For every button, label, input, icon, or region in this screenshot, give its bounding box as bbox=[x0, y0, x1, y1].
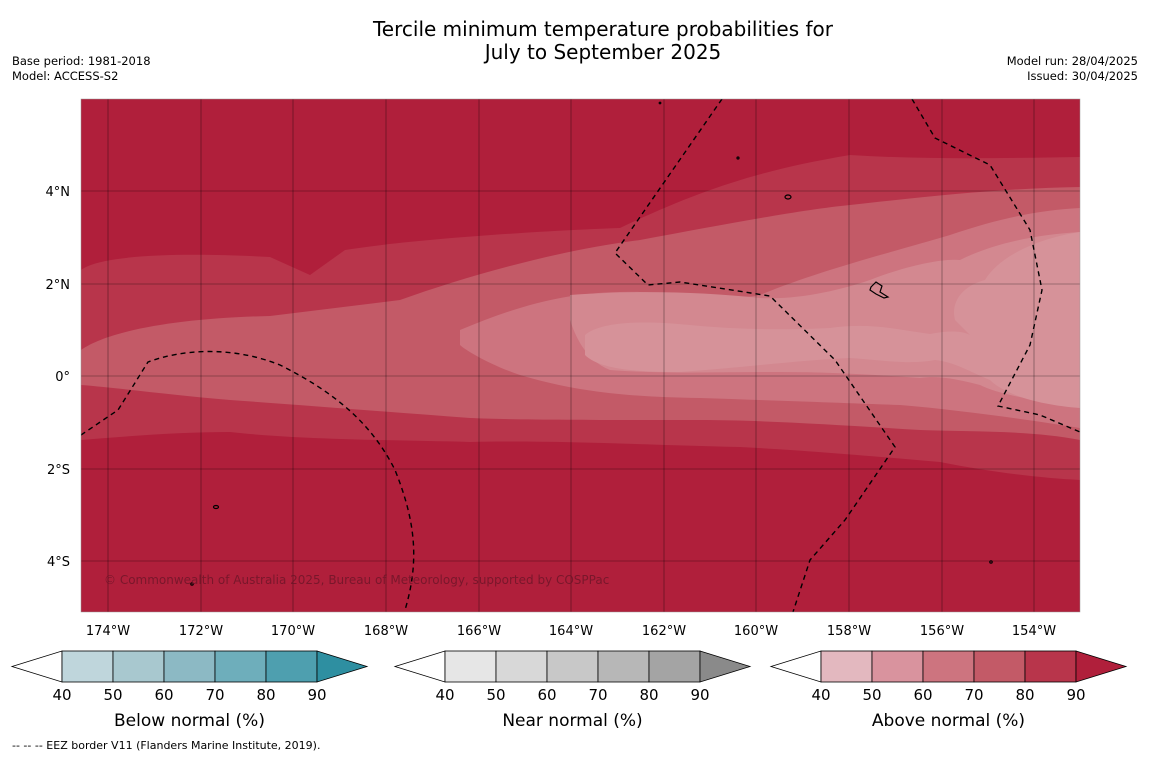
colorbar-tick-label: 80 bbox=[639, 686, 658, 704]
colorbar-tick-label: 90 bbox=[690, 686, 709, 704]
copyright-text: © Commonwealth of Australia 2025, Bureau… bbox=[104, 573, 609, 587]
colorbar-cell bbox=[973, 650, 1026, 683]
islands bbox=[190, 101, 993, 586]
base-period: Base period: 1981-2018 bbox=[12, 54, 151, 68]
lon-label: 170°W bbox=[271, 624, 315, 639]
colorbar-tick-label: 60 bbox=[154, 686, 173, 704]
colorbar-cell bbox=[1024, 650, 1077, 683]
colorbar-title: Near normal (%) bbox=[502, 711, 642, 731]
chart-title: Tercile minimum temperature probabilitie… bbox=[0, 18, 1150, 64]
colorbar-cell bbox=[265, 650, 318, 683]
colorbar-cell bbox=[444, 650, 497, 683]
colorbar-tick-label: 90 bbox=[1066, 686, 1085, 704]
colorbar-tick-label: 70 bbox=[964, 686, 983, 704]
lon-label: 174°W bbox=[86, 624, 130, 639]
colorbar-1: 40 50 60 70 80 90 Below normal (%) bbox=[10, 650, 369, 731]
colorbar-under-triangle bbox=[769, 650, 822, 683]
title-line-1: Tercile minimum temperature probabilitie… bbox=[372, 17, 834, 41]
meta-left: Base period: 1981-2018 Model: ACCESS-S2 bbox=[12, 54, 151, 84]
lon-label: 168°W bbox=[364, 624, 408, 639]
colorbar-title: Below normal (%) bbox=[114, 711, 265, 731]
colorbar-cell bbox=[871, 650, 924, 683]
colorbar-tick-label: 70 bbox=[588, 686, 607, 704]
graticule bbox=[81, 99, 1080, 612]
meta-right: Model run: 28/04/2025 Issued: 30/04/2025 bbox=[1007, 54, 1138, 84]
band-40 bbox=[585, 232, 1080, 408]
colorbar-tick-label: 50 bbox=[486, 686, 505, 704]
colorbar-cell bbox=[61, 650, 114, 683]
colorbar-cell bbox=[112, 650, 165, 683]
colorbar-under-triangle bbox=[393, 650, 446, 683]
colorbar-title: Above normal (%) bbox=[872, 711, 1025, 731]
lon-label: 164°W bbox=[549, 624, 593, 639]
colorbar-cell bbox=[546, 650, 599, 683]
colorbar-tick-label: 50 bbox=[862, 686, 881, 704]
colorbar-cell bbox=[820, 650, 873, 683]
colorbar-tick-label: 60 bbox=[537, 686, 556, 704]
colorbar-cell bbox=[214, 650, 267, 683]
colorbar-tick-label: 40 bbox=[435, 686, 454, 704]
lon-label: 172°W bbox=[179, 624, 223, 639]
colorbar-cell bbox=[163, 650, 216, 683]
colorbar-2: 40 50 60 70 80 90 Near normal (%) bbox=[393, 650, 752, 731]
colorbar-cell bbox=[495, 650, 548, 683]
colorbar-under-triangle bbox=[10, 650, 63, 683]
colorbar-cell bbox=[597, 650, 650, 683]
colorbar-3: 40 50 60 70 80 90 Above normal (%) bbox=[769, 650, 1128, 731]
colorbar-tick-label: 40 bbox=[811, 686, 830, 704]
colorbar-over-triangle bbox=[699, 650, 752, 683]
eez-footer-note: -- -- -- EEZ border V11 (Flanders Marine… bbox=[12, 739, 321, 752]
colorbar-over-triangle bbox=[1075, 650, 1128, 683]
colorbar-cell bbox=[922, 650, 975, 683]
lat-label: 2°S bbox=[47, 463, 70, 478]
colorbar-tick-label: 90 bbox=[307, 686, 326, 704]
eez-borders bbox=[81, 99, 1080, 612]
colorbar-tick-label: 60 bbox=[913, 686, 932, 704]
issued-date: Issued: 30/04/2025 bbox=[1027, 69, 1138, 83]
colorbar-tick-label: 70 bbox=[205, 686, 224, 704]
lon-label: 166°W bbox=[457, 624, 501, 639]
colorbar-tick-label: 40 bbox=[52, 686, 71, 704]
lat-label: 2°N bbox=[46, 278, 71, 293]
map-frame bbox=[80, 98, 1081, 613]
lon-labels: 174°W 172°W 170°W 168°W 166°W 164°W 162°… bbox=[86, 624, 1056, 639]
model-name: Model: ACCESS-S2 bbox=[12, 69, 119, 83]
lon-label: 162°W bbox=[642, 624, 686, 639]
lat-labels: 4°N 2°N 0° 2°S 4°S bbox=[46, 185, 71, 570]
lat-label: 0° bbox=[55, 370, 70, 385]
lat-label: 4°N bbox=[46, 185, 71, 200]
colorbar-cell bbox=[648, 650, 701, 683]
colorbar-tick-label: 80 bbox=[1015, 686, 1034, 704]
colorbars: 40 50 60 70 80 90 Below normal (%) 40 50 60 70 80 90… bbox=[10, 650, 1128, 731]
lat-label: 4°S bbox=[47, 555, 70, 570]
colorbar-tick-label: 80 bbox=[256, 686, 275, 704]
model-run: Model run: 28/04/2025 bbox=[1006, 54, 1138, 68]
colorbar-over-triangle bbox=[316, 650, 369, 683]
colorbar-tick-label: 50 bbox=[103, 686, 122, 704]
title-line-2: July to September 2025 bbox=[484, 40, 722, 64]
lon-label: 160°W bbox=[734, 624, 778, 639]
lon-label: 154°W bbox=[1012, 624, 1056, 639]
lon-label: 158°W bbox=[827, 624, 871, 639]
probability-map: © Commonwealth of Australia 2025, Bureau… bbox=[81, 99, 1080, 612]
lon-label: 156°W bbox=[920, 624, 964, 639]
